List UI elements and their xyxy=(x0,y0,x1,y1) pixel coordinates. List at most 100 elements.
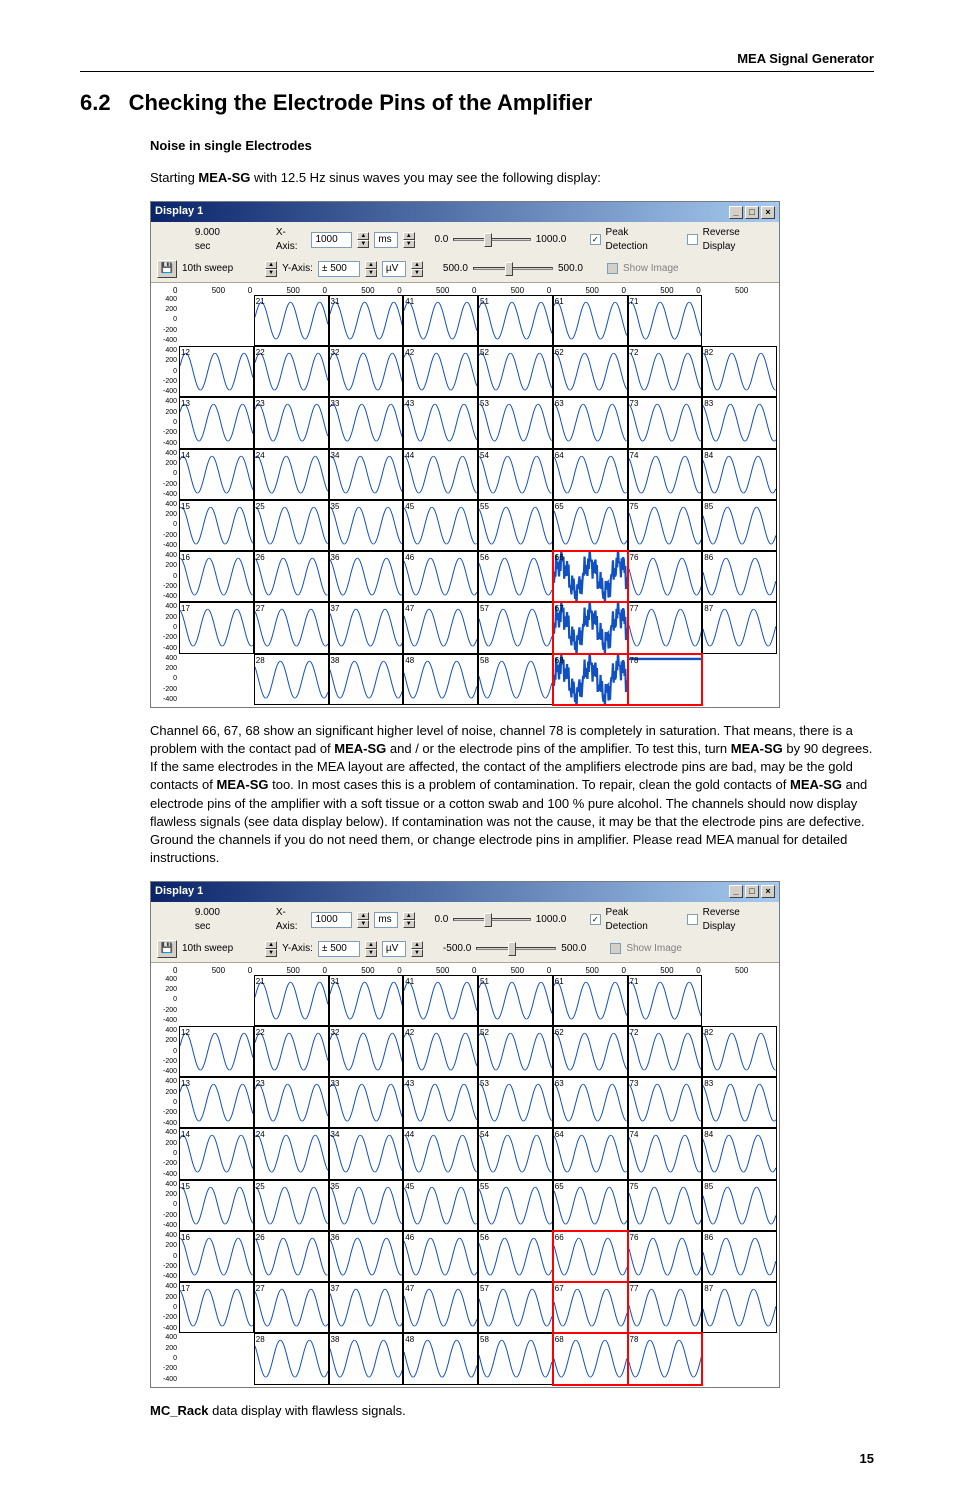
xaxis-spinner[interactable]: ▲▼ xyxy=(357,232,369,248)
waveform-svg xyxy=(330,398,403,447)
cell-label: 46 xyxy=(405,552,414,563)
cell-label: 85 xyxy=(704,501,713,512)
cell-label: 26 xyxy=(256,552,265,563)
yaxis-slider[interactable] xyxy=(473,262,553,276)
cell-47: 47 xyxy=(403,1282,478,1333)
xaxis-slider[interactable] xyxy=(453,913,530,927)
cell-label: 77 xyxy=(630,603,639,614)
cell-label: 45 xyxy=(405,1181,414,1192)
sweep-label: 10th sweep xyxy=(182,942,233,956)
xaxis-input[interactable]: 1000 xyxy=(311,912,352,928)
yaxis-slider[interactable] xyxy=(476,942,556,956)
yaxis-spinner[interactable]: ▲▼ xyxy=(365,261,377,277)
cell-35: 35 xyxy=(329,500,404,551)
cell-37: 37 xyxy=(329,602,404,653)
cell-52: 52 xyxy=(478,346,553,397)
display-1-container: Display 1 _ □ × 9.000 sec X-Axis: 1000 ▲… xyxy=(150,201,874,707)
close-button[interactable]: × xyxy=(761,206,775,219)
waveform-svg xyxy=(554,296,627,345)
waveform-svg xyxy=(554,603,627,652)
peak-detection-checkbox[interactable]: ✓ xyxy=(590,234,601,245)
waveform-svg xyxy=(479,1283,552,1332)
waveform-svg xyxy=(330,347,403,396)
waveform-svg xyxy=(180,1027,253,1076)
cell-77: 77 xyxy=(628,1282,703,1333)
cell-label: 43 xyxy=(405,398,414,409)
cell-61: 61 xyxy=(553,975,628,1026)
waveform-svg xyxy=(404,347,477,396)
xaxis-spinner[interactable]: ▲▼ xyxy=(357,912,369,928)
minimize-button[interactable]: _ xyxy=(729,885,743,898)
cell-12: 12 xyxy=(179,1026,254,1077)
cell-label: 53 xyxy=(480,398,489,409)
cell-78: 78 xyxy=(628,654,703,705)
yaxis-pre-spinner[interactable]: ▲▼ xyxy=(265,261,277,277)
cell-62: 62 xyxy=(553,1026,628,1077)
reverse-display-checkbox[interactable] xyxy=(687,914,698,925)
cell-34: 34 xyxy=(329,1128,404,1179)
waveform-svg xyxy=(255,501,328,550)
xaxis-input[interactable]: 1000 xyxy=(311,232,352,248)
p2-2: and / or the electrode pins of the ampli… xyxy=(386,741,730,756)
peak-detection-label: Peak Detection xyxy=(606,906,672,934)
save-icon[interactable]: 💾 xyxy=(157,260,177,278)
waveform-svg xyxy=(703,347,776,396)
yaxis-unit-spinner[interactable]: ▲▼ xyxy=(411,941,423,957)
waveform-svg xyxy=(255,1181,328,1230)
cell-label: 55 xyxy=(480,501,489,512)
xaxis-unit-spinner[interactable]: ▲▼ xyxy=(403,232,415,248)
cell-label: 46 xyxy=(405,1232,414,1243)
cell-label: 63 xyxy=(555,1078,564,1089)
waveform-svg xyxy=(330,501,403,550)
cell-24: 24 xyxy=(254,1128,329,1179)
yaxis-pre-spinner[interactable]: ▲▼ xyxy=(265,941,277,957)
cell-label: 53 xyxy=(480,1078,489,1089)
cell-58: 58 xyxy=(478,654,553,705)
cell-17: 17 xyxy=(179,1282,254,1333)
xaxis-unit[interactable]: ms xyxy=(374,232,397,248)
yaxis-input[interactable]: ± 500 xyxy=(318,261,360,277)
cell-label: 31 xyxy=(331,296,340,307)
cell-38: 38 xyxy=(329,654,404,705)
peak-detection-checkbox[interactable]: ✓ xyxy=(590,914,601,925)
cell-label: 73 xyxy=(630,398,639,409)
yaxis-input[interactable]: ± 500 xyxy=(318,941,360,957)
waveform-svg xyxy=(479,1078,552,1127)
caption: MC_Rack data display with flawless signa… xyxy=(150,1402,874,1420)
cell-label: 86 xyxy=(704,552,713,563)
save-icon[interactable]: 💾 xyxy=(157,940,177,958)
slider1-left: 0.0 xyxy=(434,913,448,927)
xaxis-slider[interactable] xyxy=(453,233,530,247)
minimize-button[interactable]: _ xyxy=(729,206,743,219)
cell-label: 48 xyxy=(405,1334,414,1345)
xaxis-unit-spinner[interactable]: ▲▼ xyxy=(403,912,415,928)
cell-63: 63 xyxy=(553,397,628,448)
maximize-button[interactable]: □ xyxy=(745,885,759,898)
cell-36: 36 xyxy=(329,1231,404,1282)
yaxis-unit[interactable]: µV xyxy=(382,941,406,957)
intro-bold-1: MEA-SG xyxy=(198,170,250,185)
yaxis-unit[interactable]: µV xyxy=(382,261,406,277)
waveform-svg xyxy=(629,1232,702,1281)
xaxis-unit[interactable]: ms xyxy=(374,912,397,928)
waveform-svg xyxy=(255,1129,328,1178)
reverse-display-checkbox[interactable] xyxy=(687,234,698,245)
cell-34: 34 xyxy=(329,449,404,500)
cell-label: 41 xyxy=(405,296,414,307)
yaxis-unit-spinner[interactable]: ▲▼ xyxy=(411,261,423,277)
reverse-display-label: Reverse Display xyxy=(703,906,773,934)
cell-label: 17 xyxy=(181,603,190,614)
cell-label: 33 xyxy=(331,1078,340,1089)
cell-label: 34 xyxy=(331,450,340,461)
maximize-button[interactable]: □ xyxy=(745,206,759,219)
waveform-svg xyxy=(479,501,552,550)
close-button[interactable]: × xyxy=(761,885,775,898)
waveform-svg xyxy=(255,1027,328,1076)
waveform-svg xyxy=(554,1078,627,1127)
cell-56: 56 xyxy=(478,1231,553,1282)
cell-label: 42 xyxy=(405,1027,414,1038)
cell-82: 82 xyxy=(702,1026,777,1077)
waveform-svg xyxy=(554,347,627,396)
cell-73: 73 xyxy=(628,397,703,448)
yaxis-spinner[interactable]: ▲▼ xyxy=(365,941,377,957)
